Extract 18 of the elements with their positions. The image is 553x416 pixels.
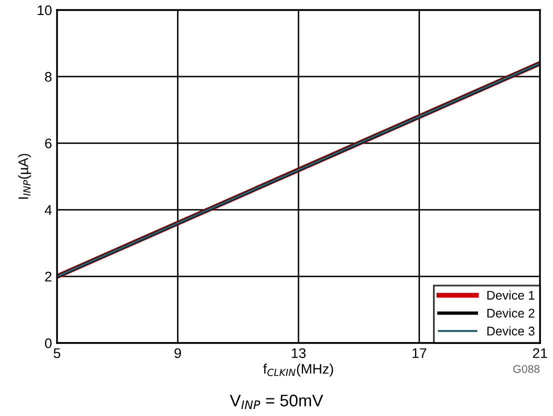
y-axis-title: I$_{INP}$(µA) (18, 154, 32, 199)
y-tick-label: 6 (45, 138, 52, 148)
y-tick-label: 10 (38, 5, 52, 16)
legend-label: Device 2 (487, 308, 534, 318)
x-tick-label: 13 (292, 348, 306, 358)
y-tick-label: 4 (44, 205, 52, 215)
y-tick-label: 8 (45, 72, 52, 82)
x-tick-label: 21 (532, 348, 548, 358)
legend-label: Device 1 (487, 290, 534, 300)
y-tick-label: 2 (45, 272, 52, 282)
x-tick-label: 9 (174, 348, 181, 358)
x-tick-label: 5 (54, 348, 60, 358)
text: V$_{INP}$ = 50mV (230, 394, 324, 410)
x-axis-title: f$_{CLKIN}$(MHz) (263, 364, 334, 377)
text: G088 (513, 365, 540, 373)
x-tick-label: 17 (412, 348, 426, 358)
legend-label: Device 3 (487, 326, 534, 336)
y-tick-label: 0 (44, 338, 52, 348)
